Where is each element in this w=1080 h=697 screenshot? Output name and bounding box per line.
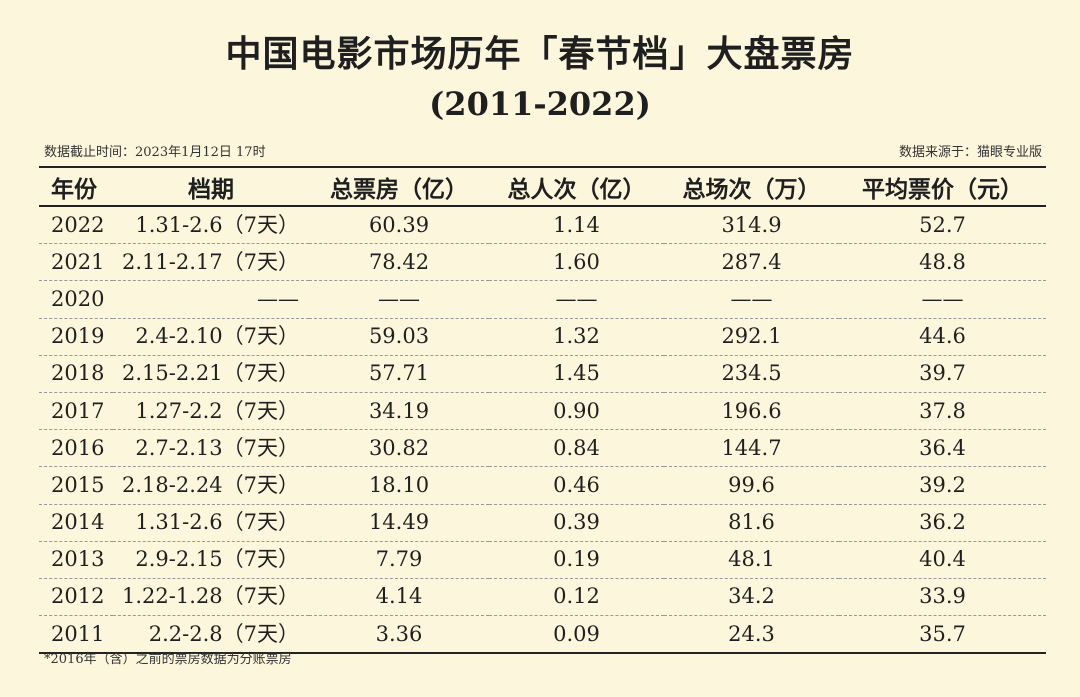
cell-total-admissions: 0.19 bbox=[489, 541, 664, 579]
cell-total-admissions: 1.32 bbox=[489, 318, 664, 356]
table-row: 2020 —— —— —— —— —— bbox=[39, 280, 1046, 319]
cell-total-screenings: 48.1 bbox=[664, 541, 839, 579]
cell-average-ticket-price: 52.7 bbox=[839, 206, 1046, 245]
cell-year: 2017 bbox=[39, 392, 113, 431]
cell-average-ticket-price: 39.7 bbox=[839, 355, 1046, 393]
cell-total-admissions: 1.14 bbox=[489, 206, 664, 245]
table-row: 2011 2.2-2.8（7天） 3.36 0.09 24.3 35.7 bbox=[39, 616, 1046, 653]
cell-year: 2015 bbox=[39, 466, 113, 505]
header-average-ticket-price: 平均票价（元） bbox=[839, 168, 1046, 207]
cell-total-box-office: 34.19 bbox=[309, 392, 489, 431]
table-row: 2018 2.15-2.21（7天） 57.71 1.45 234.5 39.7 bbox=[39, 355, 1046, 393]
table-row: 2019 2.4-2.10（7天） 59.03 1.32 292.1 44.6 bbox=[39, 318, 1046, 356]
page-title: 中国电影市场历年「春节档」大盘票房 bbox=[225, 33, 855, 75]
cell-total-box-office: 59.03 bbox=[309, 318, 489, 356]
cell-average-ticket-price: 37.8 bbox=[839, 392, 1046, 431]
cell-total-admissions: 1.60 bbox=[489, 243, 664, 282]
cell-total-screenings: 314.9 bbox=[664, 206, 839, 245]
cell-total-box-office: 4.14 bbox=[309, 578, 489, 617]
cell-total-screenings: 196.6 bbox=[664, 392, 839, 431]
cell-period: 2.9-2.15（7天） bbox=[113, 541, 309, 579]
cell-year: 2022 bbox=[39, 206, 113, 245]
cell-period: 1.31-2.6（7天） bbox=[113, 504, 309, 542]
cell-total-screenings: 34.2 bbox=[664, 578, 839, 617]
table-row: 2022 1.31-2.6（7天） 60.39 1.14 314.9 52.7 bbox=[39, 206, 1046, 245]
cell-period: 2.15-2.21（7天） bbox=[113, 355, 309, 393]
cell-period: 2.4-2.10（7天） bbox=[113, 318, 309, 356]
cell-period: 1.27-2.2（7天） bbox=[113, 392, 309, 431]
footnote: *2016年（含）之前的票房数据为分账票房 bbox=[44, 652, 292, 667]
cell-year: 2021 bbox=[39, 243, 113, 282]
cell-year: 2013 bbox=[39, 541, 113, 579]
cell-period: 2.18-2.24（7天） bbox=[113, 466, 309, 505]
cell-year: 2019 bbox=[39, 318, 113, 356]
cell-year: 2011 bbox=[51, 621, 105, 646]
table-row: 2016 2.7-2.13（7天） 30.82 0.84 144.7 36.4 bbox=[39, 429, 1046, 468]
cell-total-admissions: 0.90 bbox=[489, 392, 664, 431]
cell-total-screenings: 287.4 bbox=[664, 243, 839, 282]
box-office-table-container: 年份 档期 总票房（亿） 总人次（亿） 总场次（万） 平均票价（元） 2022 1… bbox=[39, 166, 1046, 655]
cell-period: 2.11-2.17（7天） bbox=[113, 243, 309, 282]
header-total-screenings: 总场次（万） bbox=[664, 168, 839, 207]
box-office-table: 年份 档期 总票房（亿） 总人次（亿） 总场次（万） 平均票价（元） 2022 1… bbox=[39, 168, 1046, 652]
cell-total-screenings: —— bbox=[664, 280, 839, 319]
cell-year: 2014 bbox=[39, 504, 113, 542]
cell-total-admissions: 0.46 bbox=[489, 466, 664, 505]
table-body: 2022 1.31-2.6（7天） 60.39 1.14 314.9 52.7 2021 2.… bbox=[39, 206, 1046, 652]
cell-total-box-office: —— bbox=[309, 280, 489, 319]
cell-total-admissions: —— bbox=[489, 280, 664, 319]
cell-total-admissions: 1.45 bbox=[489, 355, 664, 393]
cell-total-admissions: 0.09 bbox=[553, 621, 600, 646]
cell-total-box-office: 3.36 bbox=[375, 621, 423, 646]
cell-total-screenings: 81.6 bbox=[664, 504, 839, 542]
cell-average-ticket-price: 39.2 bbox=[839, 466, 1046, 505]
cell-total-screenings: 144.7 bbox=[664, 429, 839, 468]
cell-average-ticket-price: 33.9 bbox=[839, 578, 1046, 617]
cell-total-box-office: 14.49 bbox=[309, 504, 489, 542]
cell-average-ticket-price: 35.7 bbox=[919, 621, 966, 646]
cell-total-box-office: 7.79 bbox=[309, 541, 489, 579]
cell-period: 2.2-2.8（7天） bbox=[148, 621, 299, 646]
table-row: 2013 2.9-2.15（7天） 7.79 0.19 48.1 40.4 bbox=[39, 541, 1046, 579]
cell-period: 2.7-2.13（7天） bbox=[113, 429, 309, 468]
cell-total-box-office: 57.71 bbox=[309, 355, 489, 393]
cell-average-ticket-price: —— bbox=[839, 280, 1046, 319]
cell-year: 2016 bbox=[39, 429, 113, 468]
cell-total-screenings: 24.3 bbox=[728, 621, 775, 646]
header-year: 年份 bbox=[39, 168, 113, 207]
cell-total-screenings: 292.1 bbox=[664, 318, 839, 356]
cell-total-screenings: 234.5 bbox=[664, 355, 839, 393]
header-total-box-office: 总票房（亿） bbox=[309, 168, 489, 207]
table-row: 2015 2.18-2.24（7天） 18.10 0.46 99.6 39.2 bbox=[39, 466, 1046, 505]
table-row: 2014 1.31-2.6（7天） 14.49 0.39 81.6 36.2 bbox=[39, 504, 1046, 542]
header-period: 档期 bbox=[113, 168, 309, 207]
cell-average-ticket-price: 48.8 bbox=[839, 243, 1046, 282]
cell-total-box-office: 60.39 bbox=[309, 206, 489, 245]
page-subtitle: (2011-2022) bbox=[429, 85, 651, 123]
cell-period: 1.31-2.6（7天） bbox=[113, 206, 309, 245]
cell-year: 2020 bbox=[39, 280, 113, 319]
cell-total-box-office: 78.42 bbox=[309, 243, 489, 282]
cell-average-ticket-price: 40.4 bbox=[839, 541, 1046, 579]
cell-total-box-office: 30.82 bbox=[309, 429, 489, 468]
cell-total-admissions: 0.84 bbox=[489, 429, 664, 468]
header-total-admissions: 总人次（亿） bbox=[489, 168, 664, 207]
data-source: 数据来源于：猫眼专业版 bbox=[898, 145, 1042, 160]
cell-average-ticket-price: 36.4 bbox=[839, 429, 1046, 468]
table-row: 2017 1.27-2.2（7天） 34.19 0.90 196.6 37.8 bbox=[39, 392, 1046, 431]
cell-total-admissions: 0.12 bbox=[489, 578, 664, 617]
cell-year: 2012 bbox=[39, 578, 113, 617]
table-row: 2021 2.11-2.17（7天） 78.42 1.60 287.4 48.8 bbox=[39, 243, 1046, 282]
cell-total-screenings: 99.6 bbox=[664, 466, 839, 505]
cell-average-ticket-price: 44.6 bbox=[839, 318, 1046, 356]
cell-total-admissions: 0.39 bbox=[489, 504, 664, 542]
data-cutoff-time: 数据截止时间：2023年1月12日 17时 bbox=[44, 145, 266, 160]
cell-period: —— bbox=[113, 280, 309, 319]
cell-period: 1.22-1.28（7天） bbox=[113, 578, 309, 617]
cell-year: 2018 bbox=[39, 355, 113, 393]
table-header-row: 年份 档期 总票房（亿） 总人次（亿） 总场次（万） 平均票价（元） bbox=[39, 168, 1046, 207]
cell-average-ticket-price: 36.2 bbox=[839, 504, 1046, 542]
cell-total-box-office: 18.10 bbox=[309, 466, 489, 505]
table-row: 2012 1.22-1.28（7天） 4.14 0.12 34.2 33.9 bbox=[39, 578, 1046, 617]
